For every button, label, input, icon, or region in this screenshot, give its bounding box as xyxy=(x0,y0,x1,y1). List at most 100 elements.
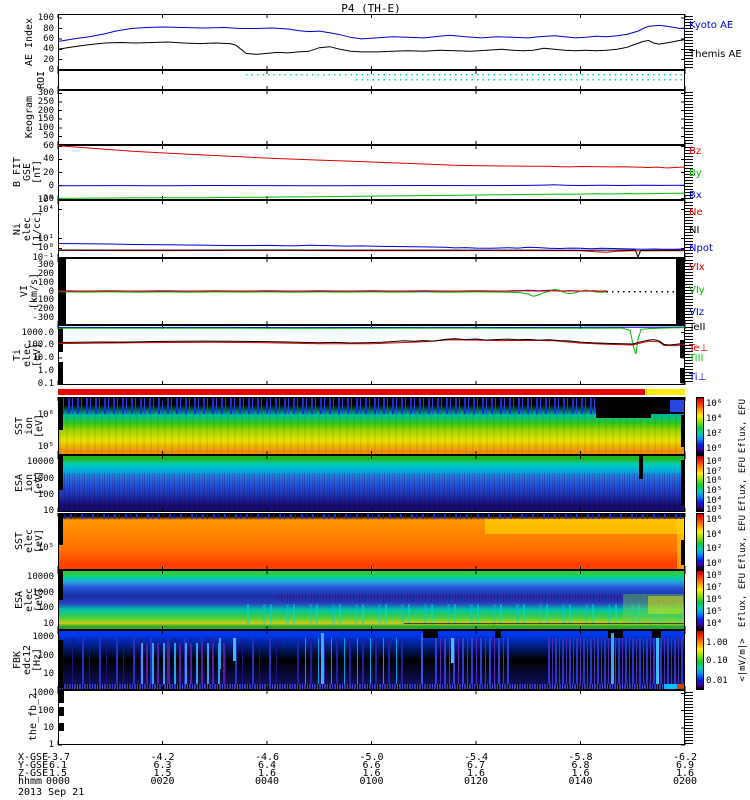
patch-11 xyxy=(681,415,685,447)
y-tick-label: 10000 xyxy=(26,572,54,583)
panel-left-label-line: ROI xyxy=(36,70,47,90)
fbk-overlay-8 xyxy=(548,638,684,684)
esa_elec-overlay-1 xyxy=(247,604,684,625)
patch-5 xyxy=(680,368,684,383)
fbk-overlay-3 xyxy=(651,631,661,639)
panel-b_fit xyxy=(58,145,685,200)
legend-label: VIx xyxy=(689,262,705,273)
y-tick-label: 100.0 xyxy=(26,340,54,351)
fbk-overlay-5 xyxy=(140,643,229,684)
y-tick-label: 10 xyxy=(43,722,54,733)
y-tick-label: 20 xyxy=(43,167,54,178)
colorbar-tick-label: 10⁸ xyxy=(706,571,723,581)
axis-row-value: 0040 xyxy=(254,776,280,787)
colorbar-tick-label: 10⁴ xyxy=(706,619,723,629)
legend-label: Bx xyxy=(689,190,702,201)
legend-label: NI xyxy=(689,225,700,236)
tick-comb-6 xyxy=(685,692,693,744)
colorbar-title: Eflux, EFU xyxy=(738,514,748,569)
y-tick-label: 300 xyxy=(37,88,54,99)
panel-left-label: the_fb_2 xyxy=(28,693,39,741)
tick-comb-3 xyxy=(685,202,693,257)
flag-bar-segment-0 xyxy=(58,389,645,395)
patch-1 xyxy=(676,259,684,324)
y-tick-label: 10 xyxy=(43,505,54,516)
plot-title: P4 (TH-E) xyxy=(341,2,401,15)
patch-2 xyxy=(58,327,63,352)
patch-15 xyxy=(58,707,64,716)
esa_elec-overlay-4 xyxy=(403,622,684,625)
y-tick-label: 100 xyxy=(37,13,54,24)
axis-row-value: 6.1 xyxy=(48,760,68,771)
colorbar-tick-label: 1.00 xyxy=(706,638,728,649)
y-tick-label: -20 xyxy=(37,193,54,204)
y-tick-label: 10⁵ xyxy=(37,441,54,452)
y-tick-label: 0 xyxy=(48,180,54,191)
spectrogram-esa_elec xyxy=(58,570,685,630)
axis-row-value: -5.0 xyxy=(359,752,384,763)
tick-comb-5 xyxy=(685,327,693,384)
sst_ion-overlay-0 xyxy=(59,398,596,414)
panel-vi xyxy=(58,258,685,325)
sst_elec-overlay-2 xyxy=(676,518,684,569)
colorbar-sst_ion xyxy=(696,397,704,455)
panel-left-label: B FIT GSE [nT] xyxy=(12,157,43,187)
patch-3 xyxy=(58,362,63,384)
patch-0 xyxy=(58,259,66,324)
y-tick-label: 40 xyxy=(43,44,54,55)
y-tick-label: 40 xyxy=(43,154,54,165)
fbk-overlay-14 xyxy=(450,638,454,663)
sst_ion-overlay-3 xyxy=(595,413,652,418)
axis-row-value: 1.6 xyxy=(362,768,381,779)
colorbar-fbk xyxy=(696,630,704,690)
panel-left-label-line: [Hz] xyxy=(32,647,43,673)
y-tick-label: 1000 xyxy=(32,688,54,699)
panel-keogram xyxy=(58,90,685,145)
sst_elec-overlay-1 xyxy=(485,518,684,534)
y-tick-label: 10000 xyxy=(26,457,54,467)
fbk-overlay-2 xyxy=(607,631,624,639)
fbk-overlay-16 xyxy=(655,638,659,684)
y-tick-label: 100 xyxy=(37,602,54,613)
y-tick-label: 200 xyxy=(37,268,54,279)
axis-row-value: 1.6 xyxy=(257,768,277,779)
panel-left-label: VI [km/s] xyxy=(19,273,40,309)
y-tick-label: 300 xyxy=(37,260,54,271)
panel-left-label: Ni elec [1/cc] xyxy=(12,211,43,247)
colorbar-sst_elec xyxy=(696,513,704,570)
y-tick-label: 60 xyxy=(43,33,54,44)
fbk-overlay-6 xyxy=(297,638,404,684)
y-tick-label: 60 xyxy=(43,141,54,152)
y-tick-label: 10⁵ xyxy=(37,542,54,553)
y-tick-label: 250 xyxy=(37,97,54,108)
legend-label: VIz xyxy=(689,307,705,318)
axis-row-value: 6.9 xyxy=(675,760,695,771)
legend-label: Ne xyxy=(689,207,703,218)
axis-row-value: -6.2 xyxy=(672,752,698,763)
y-tick-label: 10⁴ xyxy=(37,204,54,215)
axis-row-value: 0140 xyxy=(568,776,593,787)
axis-row-label: Y-GSE xyxy=(18,760,49,771)
panel-roi xyxy=(58,70,685,90)
tick-comb-0 xyxy=(685,16,693,70)
patch-4 xyxy=(680,340,684,358)
colorbar-tick-label: 10⁸ xyxy=(706,456,723,467)
y-tick-label: 10 xyxy=(43,619,54,629)
y-tick-label: 1000 xyxy=(32,587,54,598)
axis-row-value: 0120 xyxy=(463,776,489,787)
colorbar-title: Eflux, EFU xyxy=(738,398,748,454)
axis-row-value: 1.6 xyxy=(675,768,695,779)
legend-label: By xyxy=(689,168,702,179)
fbk-overlay-0 xyxy=(422,631,439,639)
legend-label: Themis AE xyxy=(689,49,742,60)
axis-row-label: Z-GSE xyxy=(18,768,49,779)
legend-label: Bz xyxy=(689,146,702,157)
panel-left-label-line: [eV] xyxy=(34,587,45,613)
y-tick-label: 100 xyxy=(37,705,54,716)
panel-the_fb_2 xyxy=(58,690,685,745)
patch-8 xyxy=(58,514,63,545)
axis-row-value: 1.6 xyxy=(466,768,486,779)
tick-comb-2 xyxy=(685,147,693,199)
panel-left-label: SST elec [eV] xyxy=(14,529,45,553)
axis-row-label: hhmm xyxy=(18,776,43,787)
